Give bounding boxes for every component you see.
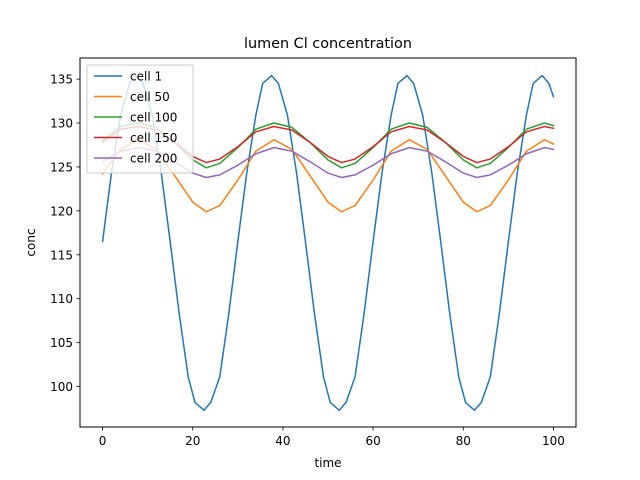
- legend-box: [86, 64, 194, 174]
- series-line-0: [101, 74, 555, 412]
- legend-label: cell 100: [130, 111, 177, 125]
- y-tick-label: 130: [50, 117, 73, 131]
- x-tick-label: 0: [99, 434, 107, 448]
- y-tick-label: 135: [50, 73, 73, 87]
- y-tick-label: 100: [50, 380, 73, 394]
- y-axis: 100 105 110 115 120 125 130 135: [50, 73, 80, 394]
- legend-label: cell 50: [130, 90, 170, 104]
- axes-frame: [79, 57, 577, 428]
- y-tick-label: 115: [50, 248, 73, 262]
- x-tick-label: 40: [275, 434, 290, 448]
- y-tick-label: 105: [50, 336, 73, 350]
- x-axis: 0 20 40 60 80 100: [99, 427, 565, 448]
- x-tick-label: 20: [185, 434, 200, 448]
- x-tick-label: 100: [542, 434, 565, 448]
- y-tick-label: 125: [50, 160, 73, 174]
- chart-title: lumen Cl concentration: [244, 36, 412, 52]
- series-line-1: [101, 138, 555, 213]
- x-tick-label: 80: [456, 434, 471, 448]
- x-axis-label: time: [314, 456, 341, 470]
- legend-label: cell 150: [130, 131, 177, 145]
- y-tick-label: 120: [50, 204, 73, 218]
- y-axis-label: conc: [24, 228, 38, 256]
- y-tick-label: 110: [50, 292, 73, 306]
- legend: cell 1 cell 50 cell 100 cell 150 cell 200: [86, 64, 194, 174]
- x-tick-label: 60: [365, 434, 380, 448]
- legend-label: cell 1: [130, 70, 162, 84]
- legend-label: cell 200: [130, 152, 177, 166]
